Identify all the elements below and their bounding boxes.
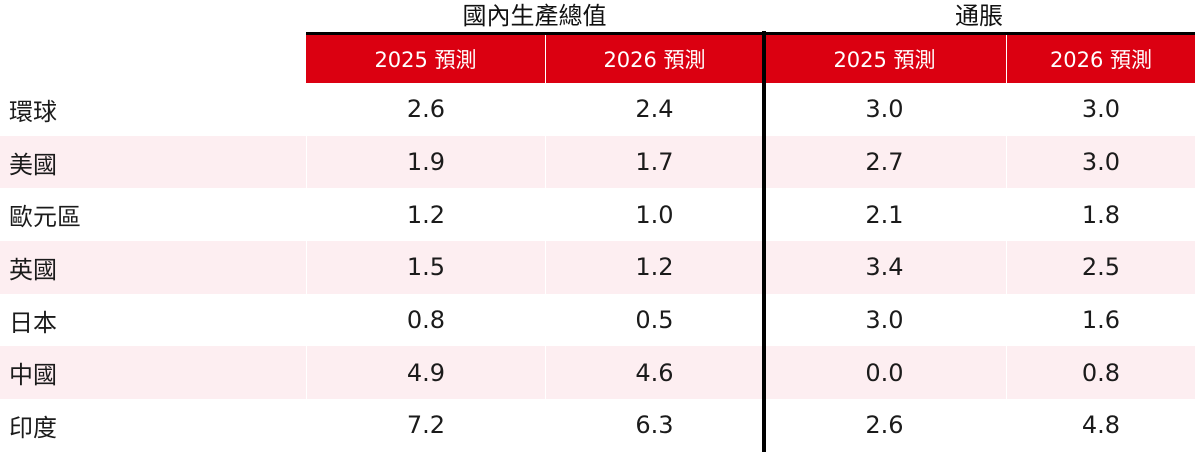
value-gdp-2026: 0.5 — [545, 293, 763, 347]
value-gdp-2026: 1.7 — [545, 135, 763, 189]
value-gdp-2026: 1.0 — [545, 188, 763, 242]
table-row-global: 環球 2.6 2.4 3.0 3.0 — [0, 83, 1195, 136]
value-inflation-2026: 4.8 — [1006, 399, 1195, 452]
table-row-japan: 日本 0.8 0.5 3.0 1.6 — [0, 293, 1195, 347]
gdp-group-title: 國內生產總值 — [462, 2, 607, 30]
header-inflation-2025: 2025 預測 — [763, 35, 1006, 83]
value-inflation-2025: 2.1 — [763, 188, 1006, 242]
value-inflation-2026: 1.6 — [1006, 293, 1195, 347]
inflation-group-title: 通脹 — [955, 2, 1003, 30]
value-gdp-2025: 7.2 — [306, 399, 545, 452]
value-inflation-2025: 2.7 — [763, 135, 1006, 189]
value-inflation-2025: 0.0 — [763, 346, 1006, 400]
row-label: 印度 — [0, 399, 306, 452]
value-inflation-2025: 3.0 — [763, 293, 1006, 347]
row-label: 中國 — [0, 346, 306, 400]
group-titles-row: 國內生產總值 通脹 — [0, 0, 1195, 32]
value-gdp-2025: 1.5 — [306, 241, 545, 294]
value-gdp-2026: 6.3 — [545, 399, 763, 452]
value-gdp-2025: 1.9 — [306, 135, 545, 189]
value-inflation-2026: 0.8 — [1006, 346, 1195, 400]
value-inflation-2026: 1.8 — [1006, 188, 1195, 242]
value-gdp-2025: 0.8 — [306, 293, 545, 347]
value-gdp-2025: 1.2 — [306, 188, 545, 242]
table-row-eurozone: 歐元區 1.2 1.0 2.1 1.8 — [0, 188, 1195, 242]
row-label: 歐元區 — [0, 188, 306, 242]
section-divider-line — [762, 31, 766, 452]
value-inflation-2026: 3.0 — [1006, 83, 1195, 136]
row-label: 環球 — [0, 83, 306, 136]
column-header-row: 2025 預測 2026 預測 2025 預測 2026 預測 — [306, 32, 1195, 83]
value-inflation-2026: 3.0 — [1006, 135, 1195, 189]
header-gdp-2025: 2025 預測 — [306, 35, 545, 83]
table-row-uk: 英國 1.5 1.2 3.4 2.5 — [0, 241, 1195, 294]
value-inflation-2025: 3.4 — [763, 241, 1006, 294]
value-gdp-2026: 4.6 — [545, 346, 763, 400]
value-gdp-2025: 4.9 — [306, 346, 545, 400]
value-gdp-2025: 2.6 — [306, 83, 545, 136]
value-gdp-2026: 2.4 — [545, 83, 763, 136]
header-inflation-2026: 2026 預測 — [1006, 35, 1195, 83]
table-row-us: 美國 1.9 1.7 2.7 3.0 — [0, 135, 1195, 189]
value-inflation-2026: 2.5 — [1006, 241, 1195, 294]
table-row-china: 中國 4.9 4.6 0.0 0.8 — [0, 346, 1195, 400]
value-inflation-2025: 2.6 — [763, 399, 1006, 452]
header-gdp-2026: 2026 預測 — [545, 35, 763, 83]
table-row-india: 印度 7.2 6.3 2.6 4.8 — [0, 399, 1195, 452]
row-label: 日本 — [0, 293, 306, 347]
row-label: 美國 — [0, 135, 306, 189]
value-inflation-2025: 3.0 — [763, 83, 1006, 136]
value-gdp-2026: 1.2 — [545, 241, 763, 294]
row-label: 英國 — [0, 241, 306, 294]
